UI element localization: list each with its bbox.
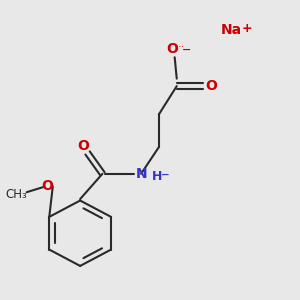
- Text: −: −: [182, 45, 191, 55]
- Text: Na: Na: [221, 22, 242, 37]
- Text: N: N: [135, 167, 147, 181]
- Text: ··: ··: [178, 42, 185, 52]
- Text: O: O: [41, 179, 53, 193]
- Text: O: O: [206, 79, 218, 93]
- Text: H: H: [152, 170, 163, 183]
- Text: O: O: [167, 42, 178, 56]
- Text: −: −: [161, 170, 170, 180]
- Text: O: O: [77, 140, 89, 153]
- Text: CH₃: CH₃: [5, 188, 27, 201]
- Text: +: +: [242, 22, 253, 34]
